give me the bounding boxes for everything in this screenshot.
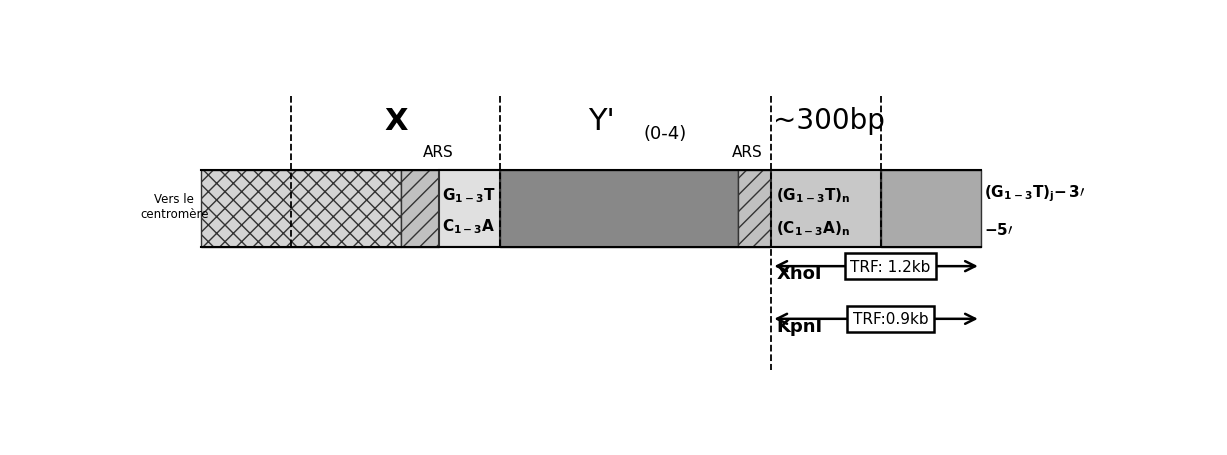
Text: Y': Y' <box>588 107 615 136</box>
Text: ARS: ARS <box>423 145 454 160</box>
Bar <box>501 170 739 247</box>
Bar <box>439 170 501 247</box>
Text: ARS: ARS <box>733 145 763 160</box>
Bar <box>400 170 439 247</box>
Text: $\mathbf{(G_{1-3}T)_n}$: $\mathbf{(G_{1-3}T)_n}$ <box>777 185 850 204</box>
Bar <box>739 170 772 247</box>
Text: KpnI: KpnI <box>777 317 822 335</box>
Text: $\mathbf{-5\prime}$: $\mathbf{-5\prime}$ <box>984 222 1014 238</box>
Text: $\mathbf{(C_{1-3}A)_n}$: $\mathbf{(C_{1-3}A)_n}$ <box>777 219 850 238</box>
Bar <box>201 170 400 247</box>
Text: $\mathbf{C_{1-3}}$$\mathbf{A}$: $\mathbf{C_{1-3}}$$\mathbf{A}$ <box>442 217 494 236</box>
Text: $\mathbf{(G_{1-3}T)_j}$$\mathbf{-\,3\prime}$: $\mathbf{(G_{1-3}T)_j}$$\mathbf{-\,3\pri… <box>984 183 1085 203</box>
Text: TRF:0.9kb: TRF:0.9kb <box>853 312 928 327</box>
Text: X: X <box>384 107 407 136</box>
Bar <box>772 170 881 247</box>
Text: XhoI: XhoI <box>777 265 822 283</box>
Text: TRF: 1.2kb: TRF: 1.2kb <box>850 259 930 274</box>
Bar <box>881 170 980 247</box>
Text: Vers le
centromère: Vers le centromère <box>140 193 209 221</box>
Text: ~300bp: ~300bp <box>773 107 885 135</box>
Text: (0-4): (0-4) <box>643 125 686 142</box>
Text: $\mathbf{G_{1-3}}$$\mathbf{T}$: $\mathbf{G_{1-3}}$$\mathbf{T}$ <box>442 185 494 204</box>
